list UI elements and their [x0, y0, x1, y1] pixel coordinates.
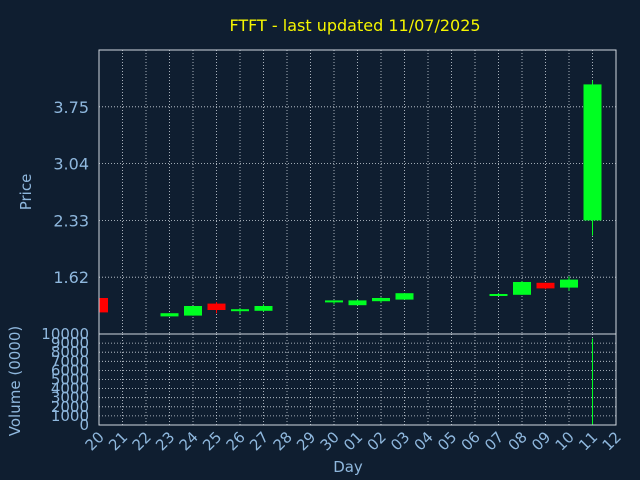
volume-tick-label: 8000 — [51, 343, 89, 361]
volume-tick-label: 7000 — [51, 352, 89, 370]
candle-body — [231, 309, 249, 312]
candle-body — [536, 282, 555, 289]
candle-body — [325, 300, 343, 303]
candle-body — [560, 279, 578, 288]
candle-body — [207, 303, 226, 310]
volume-tick-label: 1000 — [51, 407, 89, 425]
candle-body — [372, 298, 390, 302]
price-grid — [99, 50, 616, 334]
price-tick-label: 1.62 — [53, 268, 89, 287]
price-tick-label: 3.04 — [53, 155, 89, 174]
price-axis-label: Price — [17, 174, 35, 211]
candle-body — [489, 294, 508, 296]
candle-body — [184, 306, 202, 316]
volume-tick-label: 0 — [79, 416, 89, 434]
volume-tick-label: 9000 — [51, 334, 89, 352]
volume-axis-label: Volume (0000) — [6, 326, 24, 436]
volume-tick-label: 4000 — [51, 380, 89, 398]
candle-body — [348, 300, 367, 306]
price-tick-labels: 1.62 2.33 3.04 3.75 — [53, 98, 89, 287]
price-tick-label: 2.33 — [53, 211, 89, 230]
x-axis-label: Day — [333, 458, 363, 476]
x-tick-labels: 2021222324252627282930010203040506070809… — [82, 428, 625, 454]
candle-body — [160, 313, 179, 317]
volume-tick-labels: 0100020003000400050006000700080009000100… — [41, 325, 89, 434]
volume-tick-label: 3000 — [51, 389, 89, 407]
volume-tick-label: 2000 — [51, 398, 89, 416]
candle-body — [99, 298, 108, 313]
price-tick-label: 3.75 — [53, 98, 89, 117]
volume-tick-label: 6000 — [51, 361, 89, 379]
volume-panel-frame — [98, 333, 617, 426]
candle-body — [583, 84, 602, 221]
volume-tick-label: 5000 — [51, 371, 89, 389]
volume-tick-label: 10000 — [41, 325, 89, 343]
chart-title: FTFT - last updated 11/07/2025 — [229, 16, 480, 35]
candle-body — [513, 282, 531, 295]
candle-body — [254, 306, 273, 311]
candle-body — [395, 293, 414, 300]
candles — [98, 80, 602, 317]
